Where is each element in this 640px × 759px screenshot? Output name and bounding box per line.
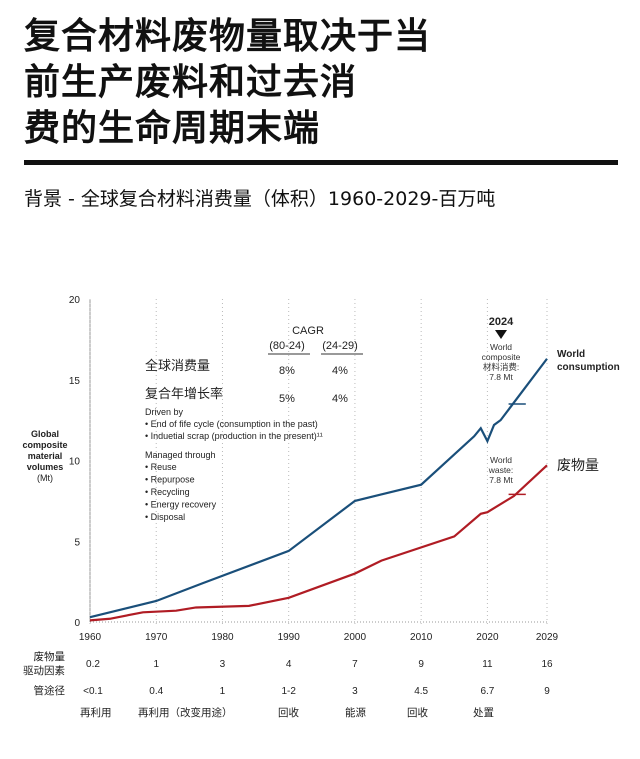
y-tick-label: 10	[69, 457, 81, 468]
x-tick-label: 2020	[476, 632, 499, 643]
table-route: 再利用（改变用途）	[138, 706, 233, 719]
cagr-row-label: 全球消费量	[145, 358, 210, 373]
annotation-waste: 7.8 Mt	[489, 475, 513, 485]
table-value: 9	[418, 659, 424, 670]
table-value: 7	[352, 659, 358, 670]
notes-item: • Energy recovery	[145, 500, 217, 510]
table-value: 4	[286, 659, 292, 670]
table-value: 11	[482, 659, 493, 670]
y-axis-label: volumes	[27, 462, 64, 472]
cagr-value: 4%	[332, 393, 348, 405]
table-value: 0.4	[149, 686, 163, 697]
cagr-value: 4%	[332, 365, 348, 377]
series-line-consumption	[89, 358, 548, 619]
y-tick-label: 0	[74, 618, 80, 629]
table-value: 1	[220, 686, 226, 697]
cagr-header: CAGR	[292, 325, 324, 337]
table-route: 处置	[473, 707, 494, 719]
table-value: 0.2	[86, 659, 100, 670]
table-route: 回收	[407, 706, 428, 719]
legend-waste: 废物量	[557, 457, 599, 473]
legend-consumption: World	[557, 349, 585, 360]
table-value: 3	[220, 659, 226, 670]
table-value: 1-2	[281, 686, 296, 697]
table-row-label: 驱动因素	[23, 664, 65, 677]
annotation-consumption: composite	[482, 352, 521, 362]
notes-item: • Recycling	[145, 487, 190, 497]
cagr-col: (80-24)	[269, 340, 304, 352]
down-triangle-icon	[495, 330, 507, 339]
legend-consumption: consumption	[557, 362, 620, 373]
table-row-label: 废物量	[34, 650, 66, 663]
table-value: 3	[352, 686, 358, 697]
y-axis-label: Global	[31, 429, 59, 439]
table-value: 9	[544, 686, 550, 697]
table-route: 能源	[345, 706, 366, 719]
table-value: 6.7	[480, 686, 494, 697]
x-tick-label: 1970	[145, 632, 168, 643]
notes-item: • Induetial scrap (production in the pre…	[145, 431, 323, 441]
x-tick-label: 2000	[344, 632, 367, 643]
x-tick-label: 1960	[79, 632, 102, 643]
y-tick-label: 5	[74, 537, 80, 548]
table-route: 再利用	[80, 707, 112, 719]
table-route: 回收	[278, 706, 299, 719]
annotation-consumption: 材料消费:	[483, 362, 519, 372]
series-line-waste	[89, 464, 548, 622]
annotation-year: 2024	[489, 316, 514, 328]
cagr-value: 5%	[279, 393, 295, 405]
y-axis-label: material	[28, 451, 63, 461]
notes-item: • End of fife cycle (consumption in the …	[145, 419, 318, 429]
x-tick-label: 1990	[278, 632, 301, 643]
title-line: 复合材料废物量取决于当	[24, 16, 432, 57]
page-title: 复合材料废物量取决于当 前生产废料和过去消 费的生命周期末端	[24, 14, 431, 152]
x-tick-label: 2010	[410, 632, 433, 643]
table-value: 16	[541, 659, 553, 670]
notes-item: • Reuse	[145, 462, 177, 472]
annotation-waste: waste:	[488, 465, 514, 475]
y-axis-label: composite	[22, 440, 67, 450]
notes-item: • Disposal	[145, 512, 185, 522]
title-divider	[24, 160, 618, 165]
x-tick-label: 2029	[536, 632, 559, 643]
cagr-row-label: 复合年增长率	[145, 386, 223, 401]
cagr-col: (24-29)	[322, 340, 357, 352]
table-value: 1	[153, 659, 159, 670]
y-tick-label: 15	[69, 376, 81, 387]
y-tick-label: 20	[69, 295, 81, 306]
table-value: <0.1	[83, 686, 103, 697]
table-value: 4.5	[414, 686, 428, 697]
notes-item: • Repurpose	[145, 475, 195, 485]
notes-title: Driven by	[145, 407, 184, 417]
y-axis-label: (Mt)	[37, 473, 53, 483]
cagr-value: 8%	[279, 365, 295, 377]
table-row-label: 管途径	[34, 684, 66, 697]
subtitle: 背景 - 全球复合材料消费量（体积）1960-2029-百万吨	[24, 188, 496, 210]
title-line: 前生产废料和过去消	[24, 62, 358, 103]
annotation-consumption: 7.8 Mt	[489, 372, 513, 382]
x-tick-label: 1980	[211, 632, 234, 643]
title-line: 费的生命周期末端	[24, 108, 321, 149]
annotation-consumption: World	[490, 342, 512, 352]
notes-title: Managed through	[145, 450, 216, 460]
annotation-waste: World	[490, 455, 512, 465]
